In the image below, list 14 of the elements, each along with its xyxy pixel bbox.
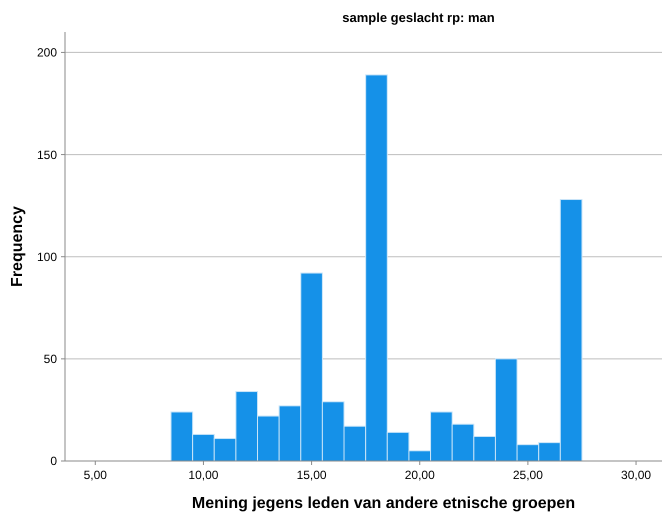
y-tick-label: 0 xyxy=(50,454,58,468)
y-tick-label: 50 xyxy=(44,352,58,366)
x-axis-title: Mening jegens leden van andere etnische groepen xyxy=(192,495,576,512)
y-tick-label: 150 xyxy=(36,148,58,162)
x-tick-label: 5,00 xyxy=(84,468,108,482)
chart-title: sample geslacht rp: man xyxy=(342,10,495,25)
x-tick-label: 10,00 xyxy=(188,468,219,482)
x-tick-label: 30,00 xyxy=(621,468,652,482)
x-tick-label: 20,00 xyxy=(404,468,436,482)
y-tick-label: 200 xyxy=(36,46,58,60)
x-tick-label: 25,00 xyxy=(512,468,544,482)
y-axis-title: Frequency xyxy=(9,206,26,287)
y-tick-label: 100 xyxy=(36,250,58,264)
x-tick-label: 15,00 xyxy=(296,468,327,482)
